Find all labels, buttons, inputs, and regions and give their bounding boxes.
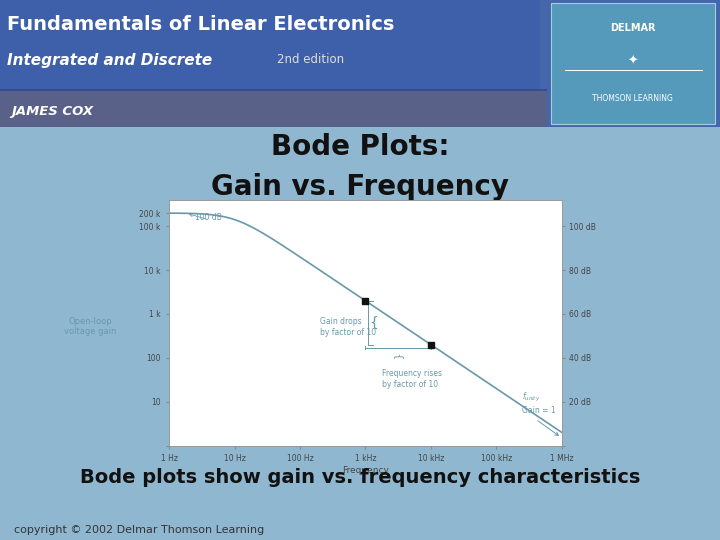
Text: copyright © 2002 Delmar Thomson Learning: copyright © 2002 Delmar Thomson Learning <box>14 525 265 535</box>
Text: Fundamentals of Linear Electronics: Fundamentals of Linear Electronics <box>7 15 395 34</box>
Text: DELMAR: DELMAR <box>610 23 656 33</box>
Text: THOMSON LEARNING: THOMSON LEARNING <box>593 94 673 104</box>
Text: 100 dB: 100 dB <box>195 213 222 222</box>
Text: Frequency rises
by factor of 10: Frequency rises by factor of 10 <box>382 369 442 389</box>
Bar <box>0 91 547 127</box>
Text: Integrated and Discrete: Integrated and Discrete <box>7 53 212 68</box>
Text: Bode plots show gain vs. frequency characteristics: Bode plots show gain vs. frequency chara… <box>80 468 640 488</box>
Text: {: { <box>369 316 378 329</box>
Text: }: } <box>393 352 403 357</box>
Text: Bode Plots:: Bode Plots: <box>271 132 449 160</box>
X-axis label: Frequency: Frequency <box>342 465 389 475</box>
Text: Gain vs. Frequency: Gain vs. Frequency <box>211 173 509 200</box>
Text: $f_{unity}$
Gain = 1: $f_{unity}$ Gain = 1 <box>522 392 556 415</box>
Text: JAMES COX: JAMES COX <box>11 105 93 118</box>
Bar <box>0 0 540 95</box>
Text: ✦: ✦ <box>628 55 638 68</box>
FancyBboxPatch shape <box>551 3 715 124</box>
Text: 2nd edition: 2nd edition <box>277 53 344 66</box>
Text: Open-loop
voltage gain: Open-loop voltage gain <box>64 317 116 336</box>
Bar <box>0 89 547 127</box>
Text: Gain drops
by factor of 10: Gain drops by factor of 10 <box>320 318 376 337</box>
